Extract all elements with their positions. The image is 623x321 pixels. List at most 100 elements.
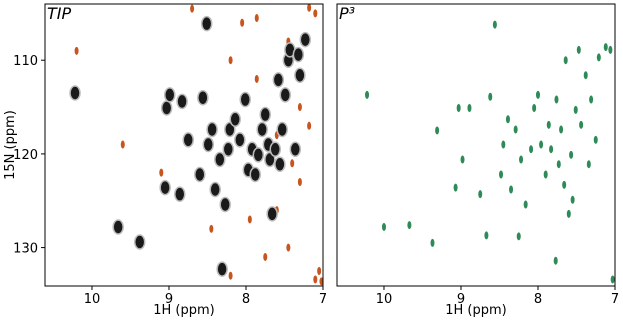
peak (197, 89, 209, 106)
peak (553, 256, 558, 265)
y-tick-label: 120 (13, 148, 38, 163)
y-axis-label: 15N (ppm) (3, 110, 18, 180)
x-axis-label: 1H (ppm) (153, 303, 215, 318)
peak (164, 87, 176, 103)
peak (254, 74, 259, 83)
x-tick-label: 9 (165, 292, 173, 307)
peak (297, 178, 302, 187)
panel-title: TIP (47, 4, 71, 23)
peak (194, 166, 206, 183)
peak (569, 150, 574, 159)
peak (435, 126, 440, 135)
peak (289, 141, 302, 157)
peak (297, 103, 302, 112)
peak (256, 121, 268, 138)
peak (593, 135, 598, 144)
peak (365, 90, 370, 99)
peak (523, 200, 528, 209)
peak (222, 141, 235, 157)
peak (279, 87, 292, 103)
peak (492, 20, 497, 29)
peak (219, 196, 231, 213)
peak (596, 53, 601, 62)
peak (513, 125, 518, 134)
peak (120, 140, 125, 149)
peak (269, 141, 282, 157)
peak (610, 275, 615, 284)
peak (74, 46, 79, 55)
plot-frame (44, 3, 324, 287)
peak (505, 115, 510, 124)
peak (467, 103, 472, 112)
peak (381, 222, 386, 231)
peak (263, 252, 268, 261)
peak (554, 95, 559, 104)
peak (252, 147, 265, 163)
peak (539, 140, 544, 149)
peak (453, 183, 458, 192)
peak (190, 4, 195, 13)
peak (206, 121, 218, 138)
peak (174, 186, 186, 202)
peak (516, 232, 521, 241)
peak (509, 185, 514, 194)
peak (317, 267, 322, 276)
peak (579, 120, 584, 129)
peak (299, 31, 312, 48)
peak (484, 231, 489, 240)
peak (456, 103, 461, 112)
peak (430, 238, 435, 247)
peak (562, 180, 567, 189)
peak (259, 106, 271, 123)
peak (488, 92, 493, 101)
x-tick-label: 8 (534, 292, 542, 307)
peak (292, 46, 305, 63)
peak (589, 95, 594, 104)
peak (209, 181, 221, 198)
peak (254, 14, 259, 23)
peak (276, 121, 288, 138)
plot-frame (336, 3, 616, 287)
peak (224, 121, 236, 138)
peak (290, 159, 295, 168)
peak (570, 195, 575, 204)
peak (229, 111, 241, 127)
peak (240, 18, 245, 27)
peak (543, 170, 548, 179)
peak (519, 155, 524, 164)
peak (159, 168, 164, 177)
y-tick-label: 130 (13, 242, 38, 257)
x-tick-label: 9 (457, 292, 465, 307)
peak (603, 43, 608, 52)
peak (307, 121, 312, 130)
peak (535, 90, 540, 99)
peak (566, 209, 571, 218)
peak (576, 45, 581, 54)
peak (272, 72, 285, 88)
peak (294, 67, 306, 83)
peak (563, 56, 568, 65)
peak (182, 132, 194, 148)
peak (266, 206, 278, 222)
peak (501, 140, 506, 149)
peak (286, 243, 291, 252)
y-tick-label: 110 (13, 54, 38, 69)
peak (573, 105, 578, 114)
peak (234, 132, 246, 148)
peak (556, 160, 561, 169)
x-tick-label: 8 (242, 292, 250, 307)
peak (319, 277, 324, 286)
x-axis-label: 1H (ppm) (445, 303, 507, 318)
peak (460, 155, 465, 164)
peak (608, 45, 613, 54)
peak (532, 103, 537, 112)
peak (159, 179, 171, 196)
x-tick-label: 7 (611, 292, 619, 307)
peak (176, 93, 188, 110)
peak (274, 156, 286, 172)
peak (407, 221, 412, 230)
peak (249, 166, 261, 183)
panel-title: P³ (339, 4, 355, 23)
peak (133, 234, 146, 250)
